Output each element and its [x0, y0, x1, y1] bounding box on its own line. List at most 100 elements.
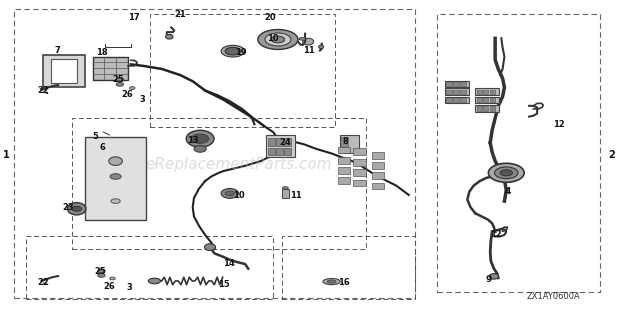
Text: 18: 18 [95, 47, 107, 57]
Ellipse shape [72, 206, 82, 211]
Ellipse shape [319, 45, 324, 49]
Text: 15: 15 [218, 280, 229, 289]
Text: 14: 14 [223, 259, 234, 268]
Bar [446, 98, 452, 103]
Bar [353, 159, 366, 166]
Ellipse shape [98, 269, 105, 273]
Bar [93, 57, 128, 80]
Bar [476, 97, 499, 104]
Bar [26, 237, 273, 299]
Text: 10: 10 [233, 191, 245, 200]
Text: 17: 17 [128, 13, 140, 22]
Bar [453, 82, 459, 86]
Text: 23: 23 [62, 203, 74, 212]
Bar [460, 82, 466, 86]
Bar [490, 106, 495, 111]
Ellipse shape [130, 86, 135, 89]
Bar [372, 162, 384, 169]
Text: 9: 9 [486, 275, 492, 284]
Ellipse shape [489, 163, 524, 182]
Text: ZX1AY0600A: ZX1AY0600A [527, 292, 581, 301]
Bar [460, 98, 466, 103]
Text: 7: 7 [54, 46, 60, 55]
Text: 25: 25 [113, 75, 125, 84]
Bar [14, 9, 415, 298]
Ellipse shape [303, 38, 314, 45]
Text: 2: 2 [608, 150, 614, 160]
Ellipse shape [265, 33, 291, 46]
Bar [446, 90, 452, 94]
Text: 22: 22 [37, 86, 49, 95]
Bar [477, 90, 482, 94]
Bar [268, 148, 275, 155]
Bar [276, 138, 283, 146]
Text: 12: 12 [553, 120, 565, 129]
Bar [282, 189, 289, 198]
Text: 20: 20 [265, 13, 277, 22]
Bar [338, 177, 350, 184]
Bar [372, 172, 384, 179]
Bar [372, 152, 384, 159]
Text: 16: 16 [338, 278, 350, 287]
Bar [342, 148, 348, 152]
Ellipse shape [271, 36, 285, 43]
Ellipse shape [186, 130, 214, 147]
Bar [338, 157, 350, 164]
Bar [73, 118, 366, 249]
Bar [445, 97, 469, 104]
Text: 1: 1 [3, 150, 10, 160]
Ellipse shape [221, 45, 244, 57]
Bar [446, 82, 452, 86]
Bar [490, 98, 495, 103]
Text: 26: 26 [122, 90, 133, 99]
Ellipse shape [225, 47, 241, 55]
Bar [342, 143, 348, 147]
Ellipse shape [108, 157, 122, 166]
Text: eReplacementParts.com: eReplacementParts.com [146, 157, 332, 172]
Bar [445, 88, 469, 95]
Text: 11: 11 [303, 46, 314, 55]
Bar [338, 167, 350, 174]
Ellipse shape [282, 187, 288, 189]
Ellipse shape [166, 34, 173, 39]
Text: 26: 26 [104, 282, 115, 291]
Text: 24: 24 [280, 138, 291, 147]
Bar [338, 147, 350, 153]
Bar [284, 138, 291, 146]
Bar [51, 59, 77, 83]
Bar [372, 183, 384, 189]
Text: 5: 5 [92, 132, 98, 141]
Bar [460, 90, 466, 94]
Bar [490, 90, 495, 94]
Ellipse shape [116, 82, 123, 86]
Bar [265, 135, 295, 157]
Text: 22: 22 [37, 278, 49, 287]
Ellipse shape [327, 280, 336, 283]
Ellipse shape [111, 199, 120, 203]
Ellipse shape [192, 134, 209, 143]
Ellipse shape [205, 244, 216, 250]
Bar [340, 135, 360, 153]
Ellipse shape [194, 145, 206, 152]
Bar [484, 90, 489, 94]
Bar [484, 106, 489, 111]
Bar [268, 138, 275, 146]
Text: 4: 4 [504, 187, 511, 196]
Text: 3: 3 [127, 283, 133, 292]
Ellipse shape [489, 274, 498, 279]
Bar [436, 14, 600, 292]
Text: 3: 3 [140, 95, 145, 104]
Bar [353, 179, 366, 186]
Text: 6: 6 [99, 143, 105, 152]
Ellipse shape [110, 174, 121, 179]
Bar [86, 137, 146, 219]
Ellipse shape [221, 188, 239, 198]
Bar [276, 148, 283, 155]
Bar [353, 169, 366, 176]
Bar [284, 148, 291, 155]
Text: 13: 13 [187, 136, 198, 145]
Text: 19: 19 [235, 47, 247, 57]
Bar [445, 81, 469, 87]
Bar [477, 106, 482, 111]
Text: 8: 8 [343, 137, 348, 146]
